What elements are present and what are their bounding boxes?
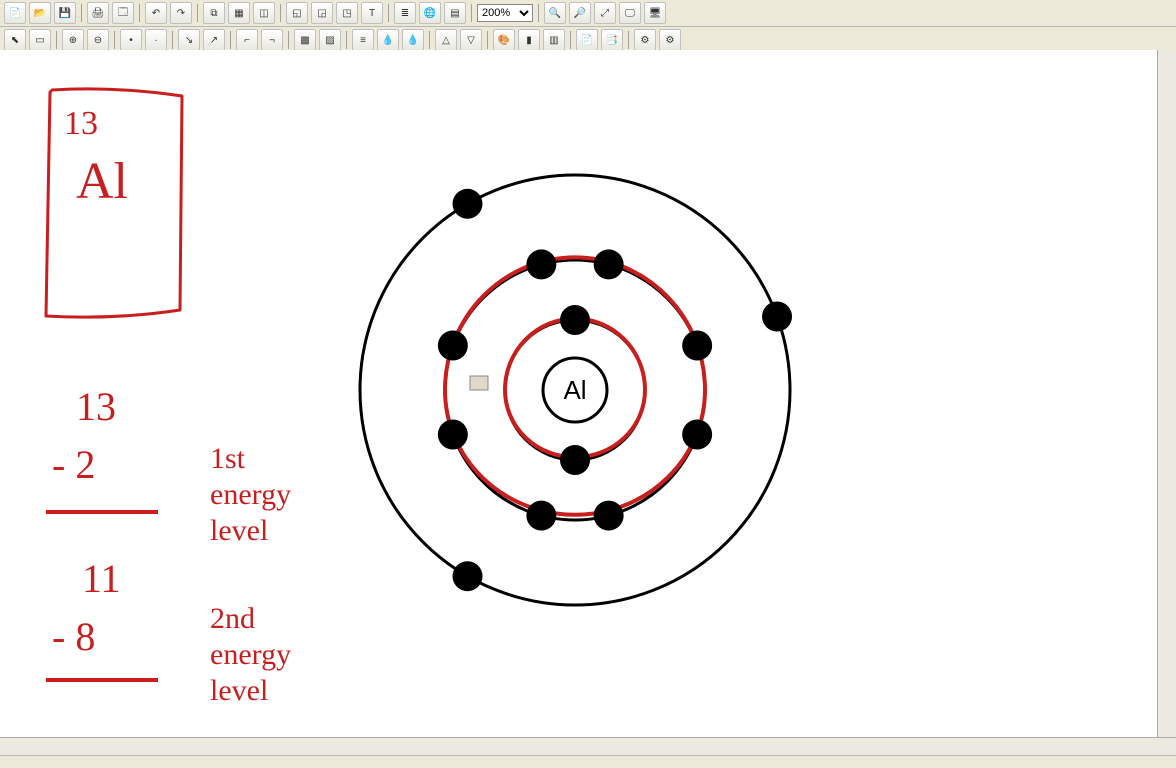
preview-icon[interactable]: 🗔 [112,2,134,24]
swatch-icon[interactable]: ▮ [518,29,540,51]
grid-icon[interactable]: ▤ [444,2,466,24]
separator [570,31,571,49]
electron-shell1-1 [560,305,590,335]
separator [388,4,389,22]
calc1-label: level [210,514,268,547]
separator [172,31,173,49]
layer-icon[interactable]: ≣ [394,2,416,24]
element-atomic-number: 13 [64,105,98,142]
electron-shell3-3 [453,561,483,591]
magnify-in-icon[interactable]: ⊕ [62,29,84,51]
calc1-top: 13 [76,384,116,429]
corner-out-icon[interactable]: ¬ [261,29,283,51]
zoom-out-icon[interactable]: 🔎 [569,2,591,24]
calc2-label: 2nd [210,602,255,635]
open-icon[interactable]: 📂 [29,2,51,24]
grid1-icon[interactable]: ▩ [294,29,316,51]
separator [81,4,82,22]
print-icon[interactable]: 🖨 [87,2,109,24]
text-tool-icon[interactable]: T [361,2,383,24]
separator [429,31,430,49]
copy-icon[interactable]: ⧉ [203,2,225,24]
calc2-label: level [210,674,268,707]
separator [538,4,539,22]
separator [56,31,57,49]
grid2-icon[interactable]: ▨ [319,29,341,51]
separator [197,4,198,22]
align1-icon[interactable]: ≡ [352,29,374,51]
droplet1-icon[interactable]: 💧 [377,29,399,51]
calc1-bottom: - 2 [52,442,95,487]
view1-icon[interactable]: ◱ [286,2,308,24]
fit-icon[interactable]: ⤢ [594,2,616,24]
monitor-icon[interactable]: 🖥 [644,2,666,24]
separator [487,31,488,49]
arrow-in-icon[interactable]: ↘ [178,29,200,51]
page1-icon[interactable]: 📄 [576,29,598,51]
horizontal-scrollbar[interactable] [0,737,1176,756]
arrow-out-icon[interactable]: ↗ [203,29,225,51]
magnify-out-icon[interactable]: ⊖ [87,29,109,51]
electron-shell2-5 [526,501,556,531]
table-icon[interactable]: ▥ [543,29,565,51]
zoom-in-icon[interactable]: 🔍 [544,2,566,24]
electron-shell1-2 [560,445,590,475]
separator [288,31,289,49]
electron-shell2-4 [438,419,468,449]
corner-in-icon[interactable]: ⌐ [236,29,258,51]
droplet2-icon[interactable]: 💧 [402,29,424,51]
new-icon[interactable]: 📄 [4,2,26,24]
fill-icon[interactable]: ▦ [228,2,250,24]
calc2-bottom: - 8 [52,614,95,659]
toolbar-main: 📄 📂 💾 🖨 🗔 ↶ ↷ ⧉ ▦ ◫ ◱ ◲ ◳ T ≣ 🌐 ▤ 200% 🔍… [0,0,1176,27]
electron-shell3-1 [453,189,483,219]
separator [280,4,281,22]
view2-icon[interactable]: ◲ [311,2,333,24]
screen-icon[interactable]: 🖵 [619,2,641,24]
dot-out-icon[interactable]: ∙ [145,29,167,51]
separator [346,31,347,49]
drawing-canvas[interactable]: 13Al13- 21stenergylevel11- 82ndenergylev… [0,50,1158,738]
electron-shell2-6 [594,501,624,531]
globe-icon[interactable]: 🌐 [419,2,441,24]
electron-shell2-1 [594,249,624,279]
cursor-icon[interactable]: ⬉ [4,29,26,51]
separator [628,31,629,49]
electron-shell2-7 [682,419,712,449]
view3-icon[interactable]: ◳ [336,2,358,24]
tri1-icon[interactable]: △ [435,29,457,51]
calc2-label: energy [210,638,291,671]
palette-icon[interactable]: 🎨 [493,29,515,51]
separator [471,4,472,22]
electron-shell3-2 [762,301,792,331]
electron-shell2-8 [682,331,712,361]
status-bar [0,755,1176,768]
electron-shell2-3 [438,331,468,361]
undo-icon[interactable]: ↶ [145,2,167,24]
separator [139,4,140,22]
electron-shell2-2 [526,249,556,279]
separator [114,31,115,49]
dot-in-icon[interactable]: • [120,29,142,51]
zoom-select[interactable]: 200% [477,4,533,22]
drawing-svg: 13Al13- 21stenergylevel11- 82ndenergylev… [0,50,1158,738]
shapes-icon[interactable]: ◫ [253,2,275,24]
tri2-icon[interactable]: ▽ [460,29,482,51]
calc1-label: 1st [210,442,246,475]
vertical-scrollbar[interactable] [1157,50,1176,738]
save-icon[interactable]: 💾 [54,2,76,24]
calc1-label: energy [210,478,291,511]
element-symbol: Al [76,153,128,210]
rect-select-icon[interactable]: ▭ [29,29,51,51]
gear1-icon[interactable]: ⚙ [634,29,656,51]
nucleus-label: Al [563,375,586,405]
separator [230,31,231,49]
redo-icon[interactable]: ↷ [170,2,192,24]
gear2-icon[interactable]: ⚙ [659,29,681,51]
cursor-artifact-icon [470,376,488,390]
calc2-top: 11 [82,556,121,601]
page2-icon[interactable]: 📑 [601,29,623,51]
